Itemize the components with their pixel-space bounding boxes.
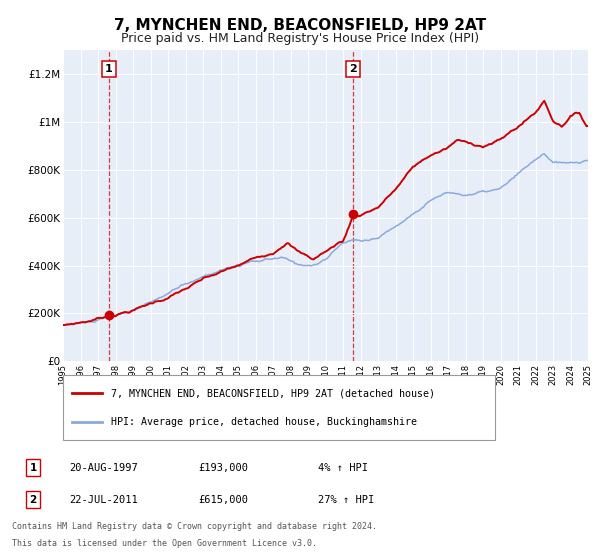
Text: 7, MYNCHEN END, BEACONSFIELD, HP9 2AT: 7, MYNCHEN END, BEACONSFIELD, HP9 2AT	[114, 18, 486, 33]
Text: 22-JUL-2011: 22-JUL-2011	[69, 494, 138, 505]
Text: £193,000: £193,000	[198, 463, 248, 473]
Text: 2: 2	[349, 64, 356, 74]
FancyBboxPatch shape	[63, 375, 495, 440]
Text: HPI: Average price, detached house, Buckinghamshire: HPI: Average price, detached house, Buck…	[110, 417, 416, 427]
Text: This data is licensed under the Open Government Licence v3.0.: This data is licensed under the Open Gov…	[12, 539, 317, 548]
Text: Contains HM Land Registry data © Crown copyright and database right 2024.: Contains HM Land Registry data © Crown c…	[12, 522, 377, 531]
Text: 20-AUG-1997: 20-AUG-1997	[69, 463, 138, 473]
Text: 7, MYNCHEN END, BEACONSFIELD, HP9 2AT (detached house): 7, MYNCHEN END, BEACONSFIELD, HP9 2AT (d…	[110, 388, 434, 398]
Text: 4% ↑ HPI: 4% ↑ HPI	[318, 463, 368, 473]
Text: 1: 1	[29, 463, 37, 473]
Text: 1: 1	[105, 64, 113, 74]
Text: 2: 2	[29, 494, 37, 505]
Text: Price paid vs. HM Land Registry's House Price Index (HPI): Price paid vs. HM Land Registry's House …	[121, 32, 479, 45]
Text: £615,000: £615,000	[198, 494, 248, 505]
Text: 27% ↑ HPI: 27% ↑ HPI	[318, 494, 374, 505]
